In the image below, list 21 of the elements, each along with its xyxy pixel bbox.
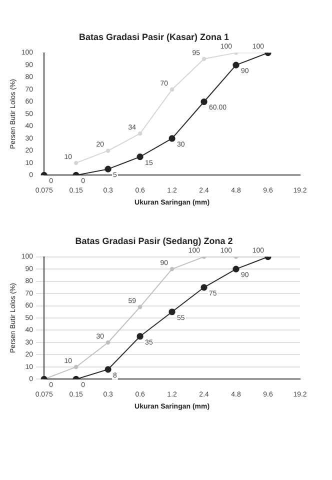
chart-title: Batas Gradasi Pasir (Kasar) Zona 1 <box>78 32 230 42</box>
point <box>138 131 142 136</box>
point <box>200 284 208 291</box>
point <box>104 166 112 172</box>
point <box>136 333 144 340</box>
point <box>74 160 78 166</box>
point <box>74 364 78 370</box>
point <box>106 340 110 345</box>
chart-title: Batas Gradasi Pasir (Sedang) Zona 2 <box>75 236 233 246</box>
point <box>106 148 110 153</box>
point <box>168 135 176 142</box>
point <box>138 304 142 310</box>
point <box>200 98 208 106</box>
point <box>170 266 174 272</box>
point <box>136 154 144 160</box>
point <box>232 266 240 272</box>
point <box>104 366 112 373</box>
point <box>170 87 174 92</box>
point <box>202 56 206 62</box>
point <box>168 308 176 316</box>
point <box>232 62 240 68</box>
